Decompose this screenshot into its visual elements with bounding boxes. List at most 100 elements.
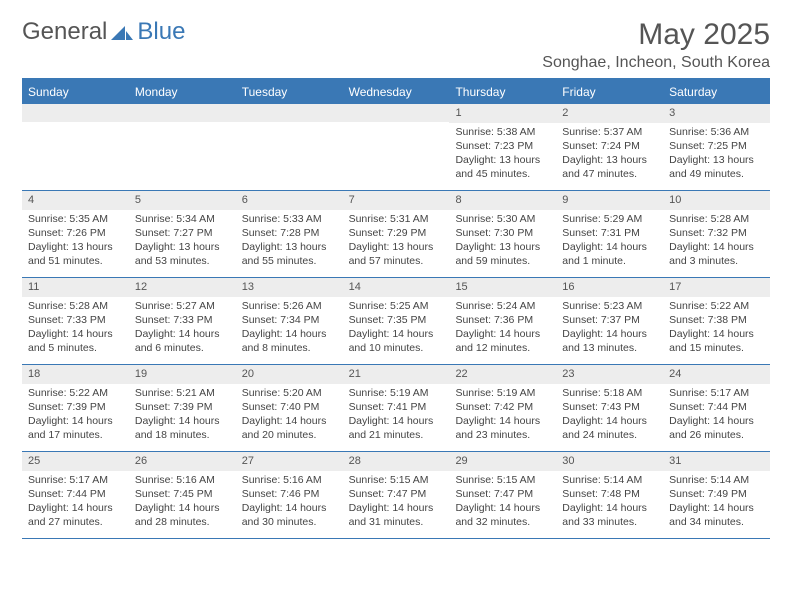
calendar-week: 11 Sunrise: 5:28 AMSunset: 7:33 PM Dayligh… — [22, 278, 770, 365]
daylight-text: Daylight: 14 hours and 24 minutes. — [562, 414, 657, 442]
sunset-text: Sunset: 7:49 PM — [669, 487, 764, 501]
sunset-text: Sunset: 7:44 PM — [669, 400, 764, 414]
daylight-text: Daylight: 13 hours and 55 minutes. — [242, 240, 337, 268]
sunset-text: Sunset: 7:24 PM — [562, 139, 657, 153]
daylight-text: Daylight: 14 hours and 34 minutes. — [669, 501, 764, 529]
weekday-header: Sunday — [22, 80, 129, 104]
sunrise-text: Sunrise: 5:18 AM — [562, 386, 657, 400]
calendar-cell: 23Sunrise: 5:18 AMSunset: 7:43 PMDayligh… — [556, 365, 663, 451]
day-number: 23 — [556, 365, 663, 384]
day-detail: Sunrise: 5:25 AMSunset: 7:35 PMDaylight:… — [343, 297, 450, 360]
sunrise-text: Sunrise: 5:17 AM — [669, 386, 764, 400]
sunrise-text: Sunrise: 5:28 AM — [669, 212, 764, 226]
day-number: 11 — [22, 278, 129, 297]
sunrise-text: Sunrise: 5:16 AM — [135, 473, 230, 487]
sunset-text: Sunset: 7:32 PM — [669, 226, 764, 240]
day-detail: Sunrise: 5:37 AMSunset: 7:24 PMDaylight:… — [556, 123, 663, 186]
day-number — [236, 104, 343, 122]
day-detail: Sunrise: 5:26 AMSunset: 7:34 PMDaylight:… — [236, 297, 343, 360]
sunrise-text: Sunrise: 5:29 AM — [562, 212, 657, 226]
daylight-text: Daylight: 14 hours and 17 minutes. — [28, 414, 123, 442]
calendar-cell: 31Sunrise: 5:14 AMSunset: 7:49 PMDayligh… — [663, 452, 770, 538]
day-detail: Sunrise: 5:22 AMSunset: 7:38 PMDaylight:… — [663, 297, 770, 360]
calendar: Sunday Monday Tuesday Wednesday Thursday… — [22, 78, 770, 539]
day-detail: Sunrise: 5:16 AMSunset: 7:45 PMDaylight:… — [129, 471, 236, 534]
sunrise-text: Sunrise: 5:23 AM — [562, 299, 657, 313]
day-number: 10 — [663, 191, 770, 210]
day-detail: Sunrise: 5:17 AMSunset: 7:44 PMDaylight:… — [663, 384, 770, 447]
calendar-cell: 7Sunrise: 5:31 AMSunset: 7:29 PMDaylight… — [343, 191, 450, 277]
sunset-text: Sunset: 7:36 PM — [455, 313, 550, 327]
day-number: 5 — [129, 191, 236, 210]
sunrise-text: Sunrise: 5:15 AM — [349, 473, 444, 487]
day-detail: Sunrise: 5:36 AMSunset: 7:25 PMDaylight:… — [663, 123, 770, 186]
sunrise-text: Sunrise: 5:34 AM — [135, 212, 230, 226]
logo: General Blue — [22, 18, 185, 46]
sunrise-text: Sunrise: 5:14 AM — [669, 473, 764, 487]
sunset-text: Sunset: 7:30 PM — [455, 226, 550, 240]
calendar-cell: 29Sunrise: 5:15 AMSunset: 7:47 PMDayligh… — [449, 452, 556, 538]
day-number: 13 — [236, 278, 343, 297]
day-detail: Sunrise: 5:19 AMSunset: 7:41 PMDaylight:… — [343, 384, 450, 447]
day-number: 20 — [236, 365, 343, 384]
daylight-text: Daylight: 14 hours and 6 minutes. — [135, 327, 230, 355]
daylight-text: Daylight: 13 hours and 53 minutes. — [135, 240, 230, 268]
sunset-text: Sunset: 7:45 PM — [135, 487, 230, 501]
calendar-week: 4Sunrise: 5:35 AMSunset: 7:26 PMDaylight… — [22, 191, 770, 278]
calendar-cell: 25Sunrise: 5:17 AMSunset: 7:44 PMDayligh… — [22, 452, 129, 538]
day-detail: Sunrise: 5:15 AMSunset: 7:47 PMDaylight:… — [343, 471, 450, 534]
day-detail: Sunrise: 5:33 AMSunset: 7:28 PMDaylight:… — [236, 210, 343, 273]
daylight-text: Daylight: 14 hours and 12 minutes. — [455, 327, 550, 355]
calendar-cell: 6Sunrise: 5:33 AMSunset: 7:28 PMDaylight… — [236, 191, 343, 277]
day-number: 22 — [449, 365, 556, 384]
daylight-text: Daylight: 14 hours and 13 minutes. — [562, 327, 657, 355]
sunrise-text: Sunrise: 5:26 AM — [242, 299, 337, 313]
daylight-text: Daylight: 14 hours and 15 minutes. — [669, 327, 764, 355]
day-number: 1 — [449, 104, 556, 123]
day-detail: Sunrise: 5:20 AMSunset: 7:40 PMDaylight:… — [236, 384, 343, 447]
sunrise-text: Sunrise: 5:22 AM — [669, 299, 764, 313]
day-detail: Sunrise: 5:31 AMSunset: 7:29 PMDaylight:… — [343, 210, 450, 273]
logo-sail-icon — [111, 23, 133, 41]
sunset-text: Sunset: 7:44 PM — [28, 487, 123, 501]
daylight-text: Daylight: 14 hours and 18 minutes. — [135, 414, 230, 442]
sunrise-text: Sunrise: 5:17 AM — [28, 473, 123, 487]
daylight-text: Daylight: 13 hours and 47 minutes. — [562, 153, 657, 181]
daylight-text: Daylight: 13 hours and 57 minutes. — [349, 240, 444, 268]
sunrise-text: Sunrise: 5:27 AM — [135, 299, 230, 313]
sunrise-text: Sunrise: 5:36 AM — [669, 125, 764, 139]
day-number: 7 — [343, 191, 450, 210]
calendar-cell: 27Sunrise: 5:16 AMSunset: 7:46 PMDayligh… — [236, 452, 343, 538]
day-number: 25 — [22, 452, 129, 471]
sunset-text: Sunset: 7:33 PM — [28, 313, 123, 327]
sunset-text: Sunset: 7:40 PM — [242, 400, 337, 414]
location-label: Songhae, Incheon, South Korea — [542, 54, 770, 72]
daylight-text: Daylight: 13 hours and 49 minutes. — [669, 153, 764, 181]
day-detail: Sunrise: 5:17 AMSunset: 7:44 PMDaylight:… — [22, 471, 129, 534]
day-number: 24 — [663, 365, 770, 384]
daylight-text: Daylight: 13 hours and 51 minutes. — [28, 240, 123, 268]
sunset-text: Sunset: 7:34 PM — [242, 313, 337, 327]
day-number: 8 — [449, 191, 556, 210]
day-number: 16 — [556, 278, 663, 297]
sunrise-text: Sunrise: 5:30 AM — [455, 212, 550, 226]
day-number: 26 — [129, 452, 236, 471]
calendar-cell: 1Sunrise: 5:38 AMSunset: 7:23 PMDaylight… — [449, 104, 556, 190]
calendar-cell: 21Sunrise: 5:19 AMSunset: 7:41 PMDayligh… — [343, 365, 450, 451]
sunrise-text: Sunrise: 5:33 AM — [242, 212, 337, 226]
weekday-header: Monday — [129, 80, 236, 104]
sunset-text: Sunset: 7:47 PM — [349, 487, 444, 501]
calendar-cell: 9Sunrise: 5:29 AMSunset: 7:31 PMDaylight… — [556, 191, 663, 277]
day-number: 14 — [343, 278, 450, 297]
day-detail: Sunrise: 5:27 AMSunset: 7:33 PMDaylight:… — [129, 297, 236, 360]
day-number: 27 — [236, 452, 343, 471]
day-detail: Sunrise: 5:15 AMSunset: 7:47 PMDaylight:… — [449, 471, 556, 534]
calendar-week: 25Sunrise: 5:17 AMSunset: 7:44 PMDayligh… — [22, 452, 770, 539]
sunrise-text: Sunrise: 5:28 AM — [28, 299, 123, 313]
calendar-cell: 22Sunrise: 5:19 AMSunset: 7:42 PMDayligh… — [449, 365, 556, 451]
logo-text-general: General — [22, 18, 107, 46]
sunrise-text: Sunrise: 5:38 AM — [455, 125, 550, 139]
daylight-text: Daylight: 13 hours and 45 minutes. — [455, 153, 550, 181]
daylight-text: Daylight: 14 hours and 26 minutes. — [669, 414, 764, 442]
day-number: 21 — [343, 365, 450, 384]
